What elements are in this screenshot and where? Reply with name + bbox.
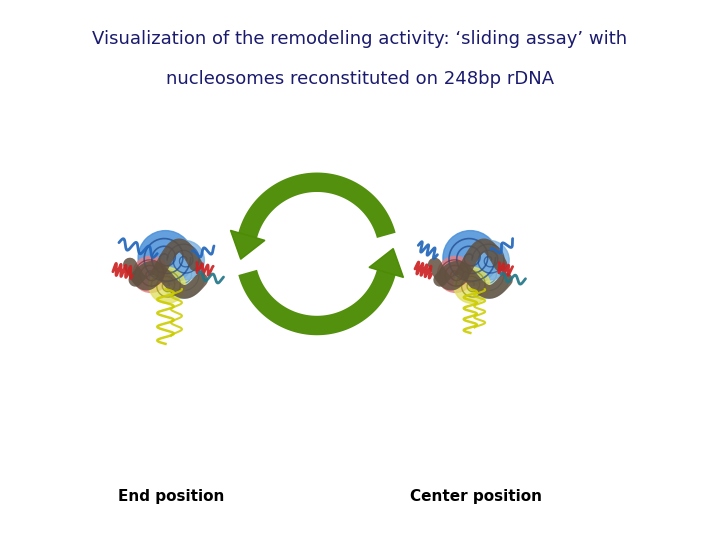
Text: Visualization of the remodeling activity: ‘sliding assay’ with: Visualization of the remodeling activity… [92, 30, 628, 48]
Circle shape [165, 240, 204, 280]
Text: nucleosomes reconstituted on 248bp rDNA: nucleosomes reconstituted on 248bp rDNA [166, 70, 554, 88]
Text: End position: End position [118, 489, 224, 504]
Text: Center position: Center position [410, 489, 542, 504]
Polygon shape [230, 231, 265, 259]
Circle shape [469, 240, 509, 280]
Circle shape [443, 231, 498, 285]
Circle shape [454, 267, 490, 303]
Circle shape [438, 256, 474, 293]
Circle shape [138, 231, 193, 285]
Circle shape [132, 256, 168, 293]
Circle shape [159, 253, 205, 299]
Circle shape [149, 267, 185, 303]
Circle shape [464, 253, 510, 299]
Polygon shape [369, 248, 403, 278]
